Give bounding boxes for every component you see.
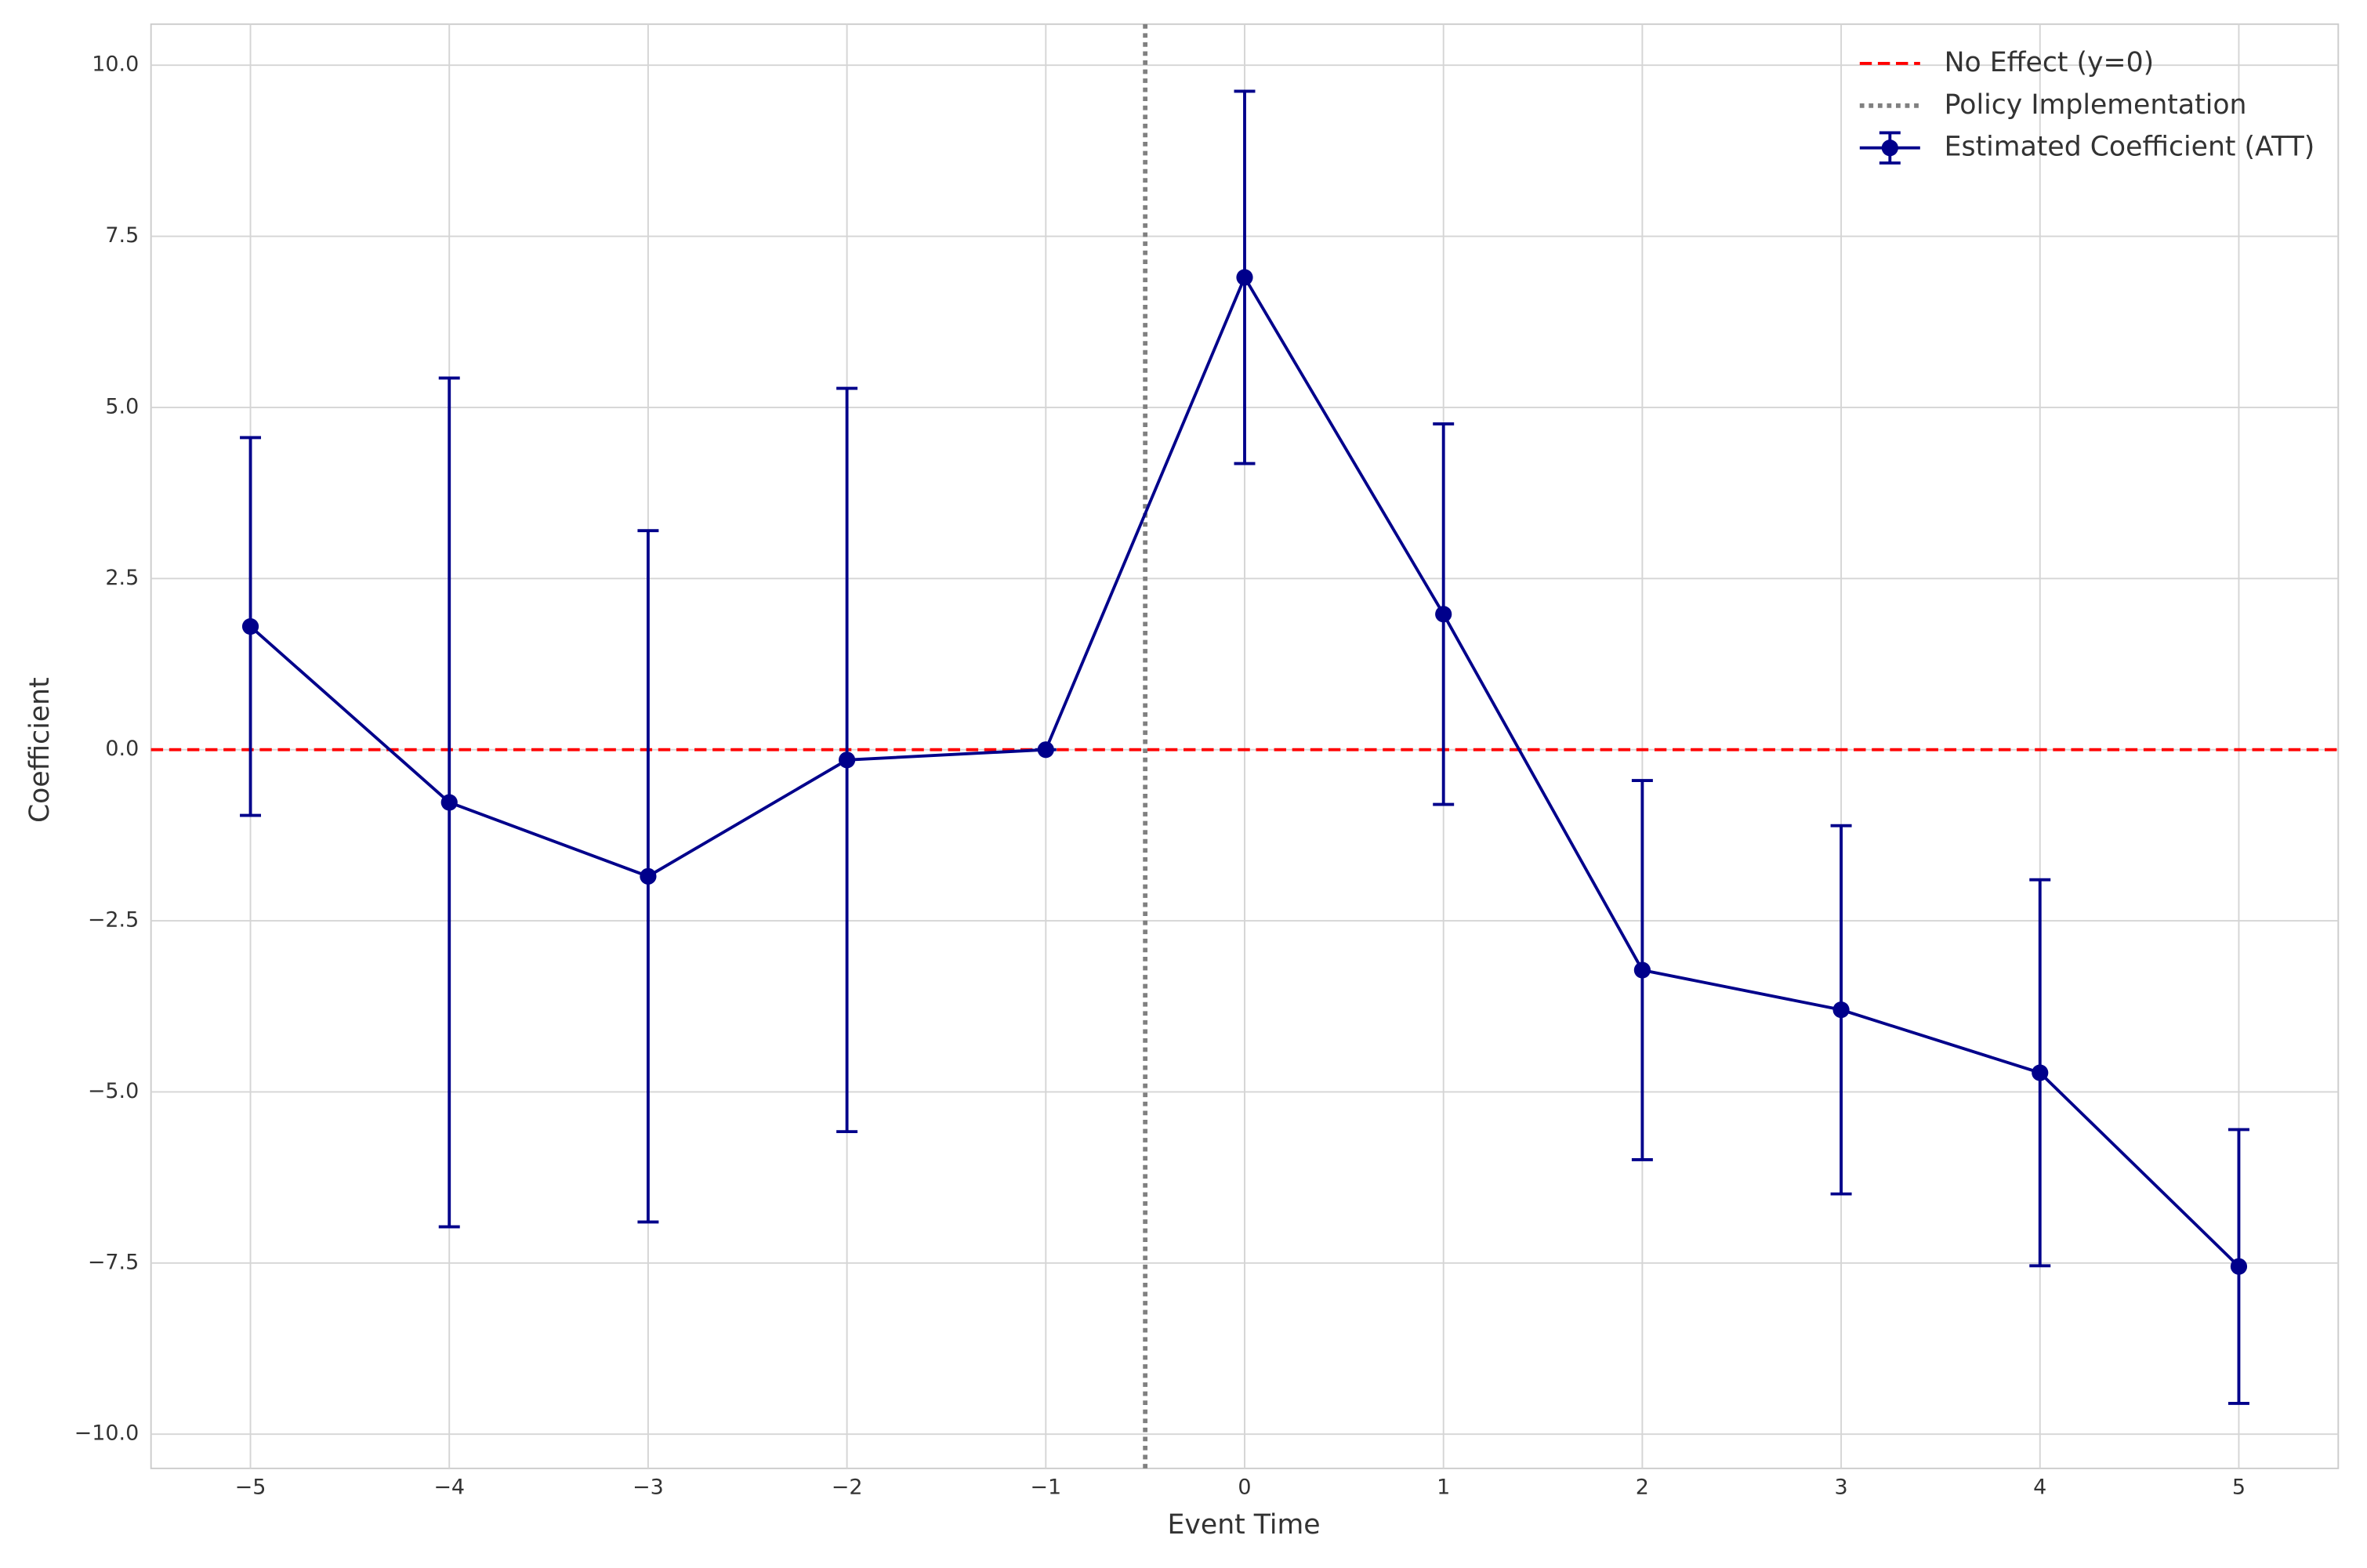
y-tick-label: −7.5 xyxy=(88,1250,139,1274)
marker xyxy=(1832,1001,1850,1019)
x-tick-label: 4 xyxy=(2033,1475,2046,1499)
legend-label: Policy Implementation xyxy=(1945,89,2247,121)
x-tick-label: −4 xyxy=(433,1475,465,1499)
x-tick-label: −2 xyxy=(832,1475,863,1499)
x-tick-label: −3 xyxy=(633,1475,664,1499)
y-tick-label: −5.0 xyxy=(88,1079,139,1103)
x-tick-label: 3 xyxy=(1834,1475,1847,1499)
x-tick-label: 1 xyxy=(1437,1475,1450,1499)
marker xyxy=(2032,1064,2049,1081)
marker xyxy=(640,867,657,885)
y-tick-label: 10.0 xyxy=(92,53,139,77)
y-tick-label: 7.5 xyxy=(105,223,139,248)
x-axis-label: Event Time xyxy=(1167,1509,1320,1541)
legend-label: No Effect (y=0) xyxy=(1945,47,2155,78)
x-tick-label: 5 xyxy=(2232,1475,2246,1499)
marker xyxy=(1633,961,1651,979)
y-tick-label: −2.5 xyxy=(88,908,139,932)
x-tick-label: 0 xyxy=(1238,1475,1251,1499)
marker xyxy=(1435,606,1452,623)
marker xyxy=(1236,269,1253,286)
legend-swatch xyxy=(1881,139,1898,157)
marker xyxy=(839,751,856,769)
y-tick-label: −10.0 xyxy=(74,1421,140,1446)
x-tick-label: 2 xyxy=(1636,1475,1649,1499)
marker xyxy=(1037,741,1054,759)
marker xyxy=(241,617,259,636)
x-tick-label: −5 xyxy=(235,1475,266,1499)
marker xyxy=(440,794,458,811)
y-axis-label: Coefficient xyxy=(24,677,56,823)
y-tick-label: 2.5 xyxy=(105,566,139,590)
y-tick-label: 5.0 xyxy=(105,394,139,418)
marker xyxy=(2230,1258,2248,1275)
y-tick-label: 0.0 xyxy=(105,737,139,761)
legend-label: Estimated Coefficient (ATT) xyxy=(1945,132,2315,163)
x-tick-label: −1 xyxy=(1030,1475,1061,1499)
